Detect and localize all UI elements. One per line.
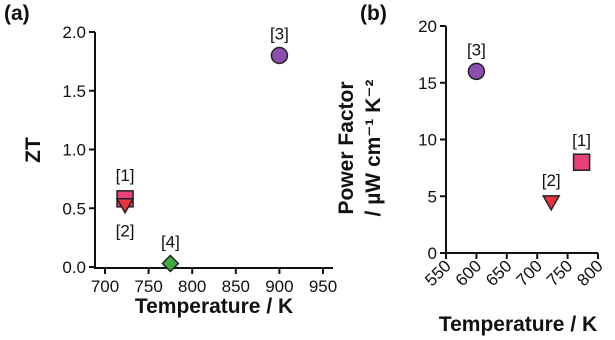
panel-a-x-tick-label: 750 [134, 277, 162, 296]
panel-a-x-tick-label: 900 [265, 277, 293, 296]
panel-b-point-square [572, 153, 591, 171]
panel-b-point-circle [467, 62, 486, 81]
panel-b-x-tick-label: 750 [543, 256, 576, 289]
panel-a-x-tick-label: 850 [222, 277, 250, 296]
panel-a-y-tick-label: 0.5 [62, 199, 86, 218]
panel-b-x-axis-title: Temperature / K [439, 313, 597, 336]
panel-b-y-tick-label: 0 [428, 244, 437, 263]
panel-a-points: [1] [2] [3] [4] [115, 25, 289, 273]
panel-b-points: [3] [2] [1] [467, 40, 591, 212]
panel-b: (b) Power Factor / µW cm⁻¹ K⁻² Temperatu… [335, 2, 607, 336]
panel-a-ticks: 0.0 0.5 1.0 1.5 2.0 700 750 800 850 900 950 [62, 23, 337, 296]
panel-a-y-tick-label: 1.5 [62, 82, 86, 101]
panel-b-y-tick-label: 10 [418, 131, 437, 150]
panel-b-y-axis-title-line2: / µW cm⁻¹ K⁻² [362, 80, 385, 217]
panel-b-y-tick-label: 5 [428, 187, 437, 206]
panel-b-y-axis-title-line1: Power Factor [335, 81, 358, 214]
panel-a-y-axis-title: ZT [22, 137, 45, 163]
panel-a-y-tick-label: 0.0 [62, 258, 86, 277]
panel-b-x-tick-label: 800 [573, 256, 606, 289]
panel-a-x-tick-label: 950 [309, 277, 337, 296]
panel-a-point-annotation: [2] [116, 222, 135, 241]
panel-a-point-annotation: [3] [270, 25, 289, 44]
panel-b-point-triangle [541, 195, 561, 212]
panel-a-x-tick-label: 700 [91, 277, 119, 296]
panel-a-point-annotation: [1] [116, 166, 135, 185]
panel-b-x-tick-label: 550 [421, 256, 454, 289]
panel-a-point-diamond [161, 254, 180, 273]
panel-b-y-tick-label: 15 [418, 74, 437, 93]
panel-a-label: (a) [4, 2, 30, 25]
panel-a-x-axis-title: Temperature / K [135, 295, 293, 318]
panel-b-point-annotation: [3] [467, 40, 486, 59]
panel-b-x-tick-label: 600 [452, 256, 485, 289]
panel-b-x-tick-label: 650 [482, 256, 515, 289]
panel-a-y-tick-label: 2.0 [62, 23, 86, 42]
panel-a: (a) ZT Temperature / K 0.0 0.5 1.0 1.5 2.0 70… [4, 2, 337, 318]
panel-b-y-tick-label: 20 [418, 17, 437, 36]
panel-a-point-annotation: [4] [161, 232, 180, 251]
panel-b-point-annotation: [1] [572, 131, 591, 150]
panel-b-x-tick-label: 700 [513, 256, 546, 289]
panel-a-y-tick-label: 1.0 [62, 141, 86, 160]
panel-a-point-circle [270, 46, 289, 65]
panel-b-point-annotation: [2] [542, 171, 561, 190]
panel-b-label: (b) [360, 2, 387, 25]
panel-a-x-tick-label: 800 [178, 277, 206, 296]
panel-a-point-triangle [115, 197, 135, 215]
